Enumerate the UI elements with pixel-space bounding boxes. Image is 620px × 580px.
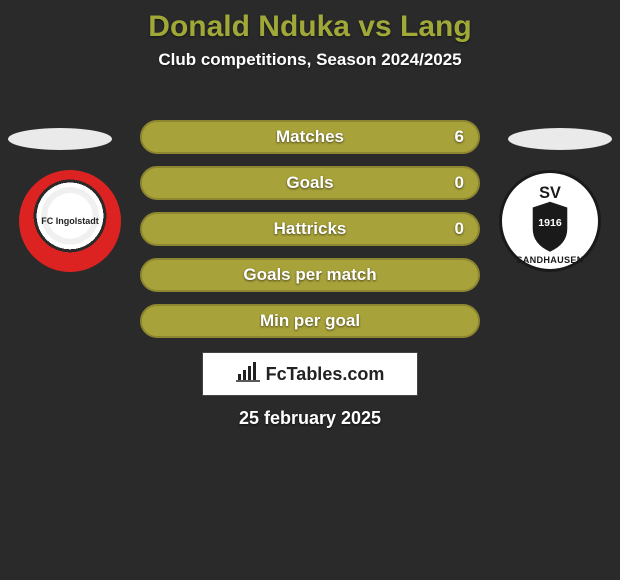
stat-value-right: 0 — [455, 219, 464, 239]
stat-row: Matches 6 — [140, 120, 480, 154]
player-photo-halo-left — [8, 128, 112, 150]
stat-label: Matches — [276, 127, 344, 147]
stat-value-right: 0 — [455, 173, 464, 193]
stat-row: Min per goal — [140, 304, 480, 338]
club-badge-right-year: 1916 — [538, 217, 562, 229]
barchart-icon — [236, 362, 260, 387]
stat-row: Goals 0 — [140, 166, 480, 200]
stat-value-right: 6 — [455, 127, 464, 147]
club-badge-right-name: SANDHAUSEN — [516, 255, 583, 265]
club-badge-left: FC Ingolstadt — [19, 170, 121, 272]
stat-row: Hattricks 0 — [140, 212, 480, 246]
club-badge-right: SV 1916 SANDHAUSEN — [499, 170, 601, 272]
page-title: Donald Nduka vs Lang — [0, 0, 620, 44]
stat-label: Hattricks — [274, 219, 347, 239]
stat-label: Min per goal — [260, 311, 360, 331]
stat-label: Goals — [286, 173, 333, 193]
club-badge-left-label: FC Ingolstadt — [41, 217, 99, 226]
player-photo-halo-right — [508, 128, 612, 150]
stats-rows: Matches 6 Goals 0 Hattricks 0 Goals per match M… — [140, 120, 480, 350]
stat-row: Goals per match — [140, 258, 480, 292]
club-badge-right-sv: SV — [539, 184, 561, 202]
brand-text: FcTables.com — [266, 364, 385, 385]
stat-label: Goals per match — [243, 265, 376, 285]
comparison-date: 25 february 2025 — [0, 408, 620, 429]
brand-box: FcTables.com — [202, 352, 418, 396]
page-subtitle: Club competitions, Season 2024/2025 — [0, 50, 620, 70]
